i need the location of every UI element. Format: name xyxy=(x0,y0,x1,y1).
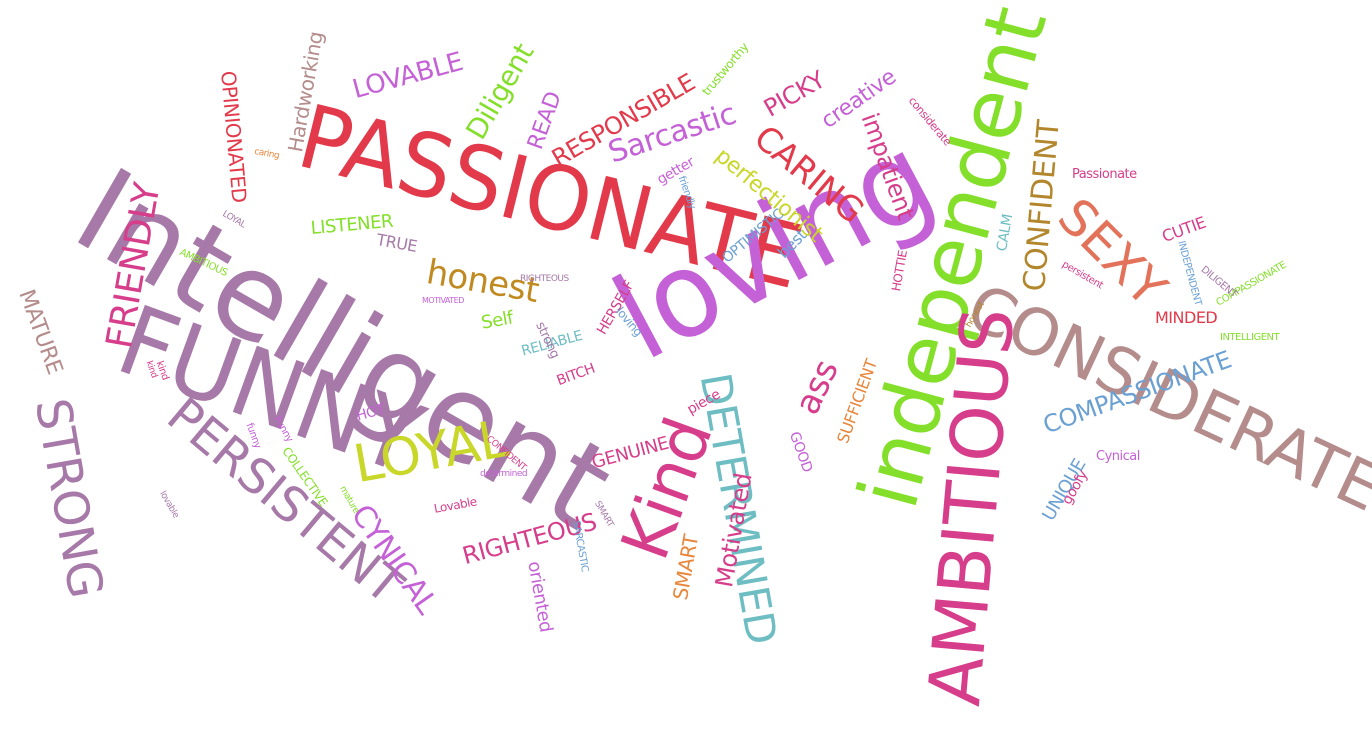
word-bitch: BITCH xyxy=(554,360,598,390)
word-independent: INDEPENDENT xyxy=(1175,239,1204,307)
word-oriented: oriented xyxy=(523,559,557,634)
word-mature: MATURE xyxy=(13,286,67,378)
word-sexy: SEXY xyxy=(1046,187,1178,318)
word-self: Self xyxy=(479,307,515,334)
word-minded: MINDED xyxy=(1155,308,1218,327)
word-lovable: Lovable xyxy=(432,494,478,516)
word-lovable: lovable xyxy=(157,489,181,520)
word-motivated: MOTIVATED xyxy=(422,296,464,305)
word-trustworthy: trustworthy xyxy=(699,40,752,99)
word-opinionated: OPINIONATED xyxy=(216,69,252,204)
word-caring: caring xyxy=(253,147,280,162)
word-cynical: Cynical xyxy=(1096,449,1140,464)
word-strong: STRONG xyxy=(23,394,114,603)
word-true: TRUE xyxy=(375,230,419,256)
word-lovable: LOVABLE xyxy=(349,46,467,106)
word-ass: ass xyxy=(787,354,847,421)
word-good: GOOD xyxy=(785,429,816,475)
word-righteous: RIGHTEOUS xyxy=(520,274,569,284)
word-determined: determined xyxy=(480,469,528,479)
word-intelligent: INTELLIGENT xyxy=(1220,332,1280,343)
word-passionate: Passionate xyxy=(1072,167,1137,182)
word-diligent: Diligent xyxy=(459,37,541,146)
word-diligent: DILIGENT xyxy=(1198,264,1239,301)
